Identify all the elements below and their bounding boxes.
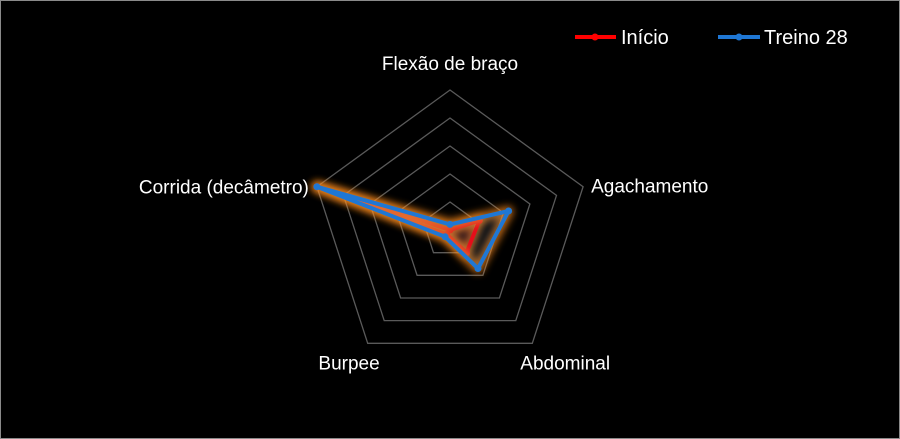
axis-label-agachamento: Agachamento — [591, 177, 708, 198]
legend-item-inicio: Início — [575, 27, 669, 49]
legend-marker-treino28 — [735, 33, 743, 41]
grid-ring-3 — [369, 145, 531, 299]
data-point-treino-28-1 — [505, 207, 513, 215]
grid-ring-5 — [316, 89, 584, 344]
axis-label-corrida: Corrida (decâmetro) — [139, 178, 309, 199]
axis-labels: Flexão de braço Agachamento Abdominal Bu… — [139, 54, 708, 374]
axis-label-abdominal: Abdominal — [520, 353, 610, 374]
grid-ring-4 — [342, 117, 558, 322]
legend-marker-inicio — [591, 33, 599, 41]
legend: Início Treino 28 — [575, 27, 848, 49]
series-line-treino-28 — [314, 184, 511, 271]
data-point-treino-28-4 — [313, 183, 321, 191]
legend-item-treino28: Treino 28 — [718, 27, 848, 49]
grid-ring-2 — [395, 173, 505, 276]
data-point-treino-28-3 — [441, 233, 449, 241]
legend-label-inicio: Início — [621, 27, 669, 49]
radar-grid — [316, 89, 584, 344]
axis-label-flexao: Flexão de braço — [382, 54, 518, 75]
data-point-treino-28-2 — [474, 265, 482, 272]
series-layer — [311, 181, 514, 274]
legend-label-treino28: Treino 28 — [764, 27, 848, 49]
axis-label-burpee: Burpee — [318, 353, 379, 374]
data-point-treino-28-0 — [446, 220, 454, 228]
